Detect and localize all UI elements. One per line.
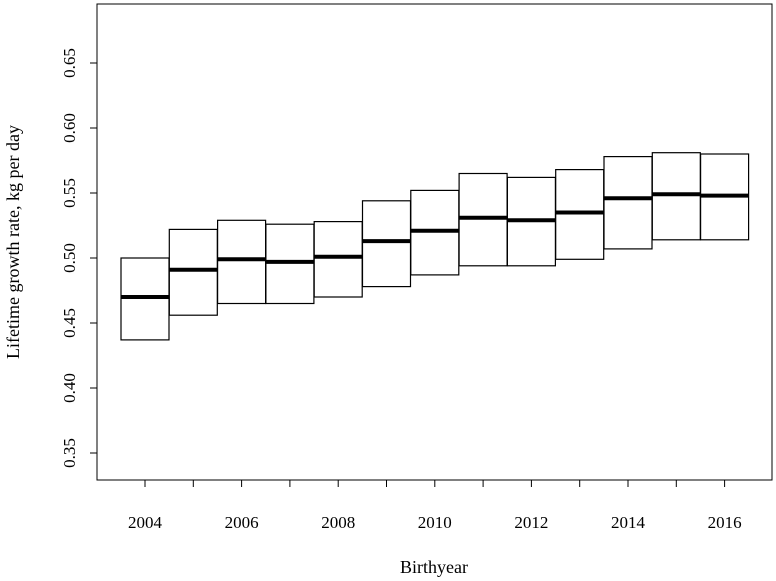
y-tick-label: 0.65: [60, 48, 79, 78]
x-tick-label: 2006: [225, 513, 259, 532]
box-2014: [603, 156, 653, 250]
x-axis-label: Birthyear: [400, 557, 468, 577]
y-tick-label: 0.40: [60, 373, 79, 403]
x-tick-label: 2004: [128, 513, 163, 532]
x-tick-label: 2010: [418, 513, 452, 532]
y-tick-label: 0.35: [60, 438, 79, 468]
box-2005: [168, 228, 218, 316]
x-tick-label: 2008: [321, 513, 355, 532]
plot-frame: [96, 3, 773, 481]
box-2009: [361, 200, 412, 288]
x-tick-label: 2016: [708, 513, 742, 532]
y-tick-label: 0.50: [60, 243, 79, 273]
y-tick-label: 0.55: [60, 178, 79, 208]
box-2008: [313, 221, 363, 298]
x-axis: 2004 2006 2008 2010 2012 2014 2016: [128, 480, 742, 532]
y-axis-label: Lifetime growth rate, kg per day: [3, 125, 23, 359]
box-series: [120, 152, 750, 341]
y-axis: 0.35 0.40 0.45 0.50 0.55 0.60 0.65: [60, 48, 97, 468]
x-tick-label: 2012: [514, 513, 548, 532]
y-tick-label: 0.45: [60, 308, 79, 338]
box-2006: [217, 219, 267, 305]
x-tick-label: 2014: [611, 513, 646, 532]
y-tick-label: 0.60: [60, 113, 79, 143]
